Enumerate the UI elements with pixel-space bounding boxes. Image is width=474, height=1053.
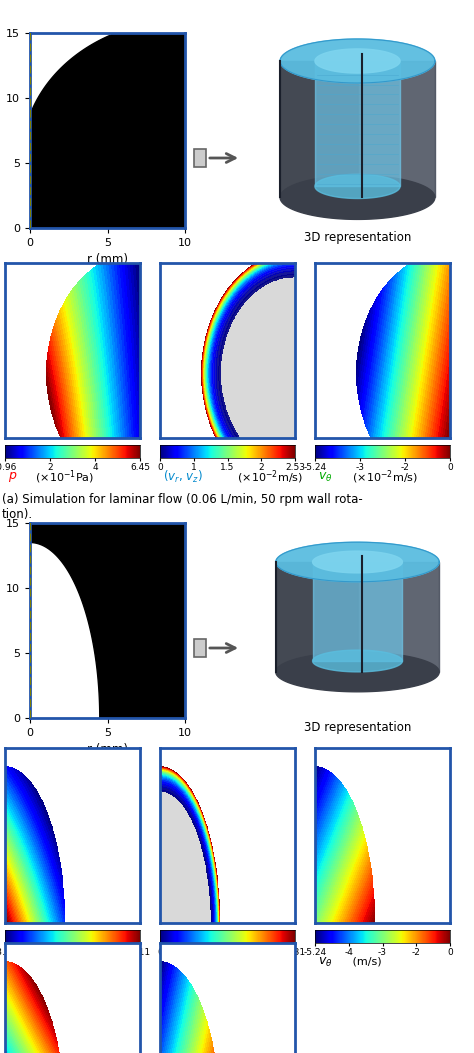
Polygon shape [276,562,357,672]
Polygon shape [312,551,402,573]
X-axis label: r (mm): r (mm) [87,254,128,266]
Polygon shape [357,562,439,672]
Polygon shape [315,175,400,199]
Polygon shape [30,523,185,718]
Text: (m/s): (m/s) [349,957,382,967]
Text: ($\times$10$^{-1}$Pa): ($\times$10$^{-1}$Pa) [32,469,94,485]
Polygon shape [276,652,439,692]
Text: 3D representation: 3D representation [304,231,411,243]
Polygon shape [280,61,357,197]
Text: $v_\theta$: $v_\theta$ [318,471,332,483]
Polygon shape [312,650,402,672]
Polygon shape [276,542,439,582]
Y-axis label: z (mm): z (mm) [0,599,1,641]
Y-axis label: z (mm): z (mm) [0,110,1,152]
Text: (m/s): (m/s) [234,957,267,967]
FancyBboxPatch shape [194,148,206,167]
Polygon shape [315,61,400,186]
FancyBboxPatch shape [194,639,206,657]
Text: ($\times$10$^{-2}$m/s): ($\times$10$^{-2}$m/s) [234,469,303,485]
Text: $p$: $p$ [8,470,17,484]
Text: ($v_r$, $v_z$): ($v_r$, $v_z$) [163,469,203,485]
Polygon shape [30,33,185,229]
Text: $p$: $p$ [8,955,17,969]
Polygon shape [357,61,435,197]
Text: 3D representation: 3D representation [304,720,411,734]
Text: (a) Simulation for laminar flow (0.06 L/min, 50 rpm wall rota-
tion).: (a) Simulation for laminar flow (0.06 L/… [2,493,363,521]
Polygon shape [315,48,400,73]
X-axis label: r (mm): r (mm) [87,743,128,756]
Text: $v_\theta$: $v_\theta$ [318,955,332,969]
Text: ($\times$10$^{3}$Pa): ($\times$10$^{3}$Pa) [32,953,88,971]
Text: ($v_r$, $v_z$): ($v_r$, $v_z$) [163,954,203,970]
Text: ($\times$10$^{-2}$m/s): ($\times$10$^{-2}$m/s) [349,469,418,485]
Polygon shape [312,562,402,661]
Polygon shape [280,176,435,219]
Polygon shape [280,39,435,83]
